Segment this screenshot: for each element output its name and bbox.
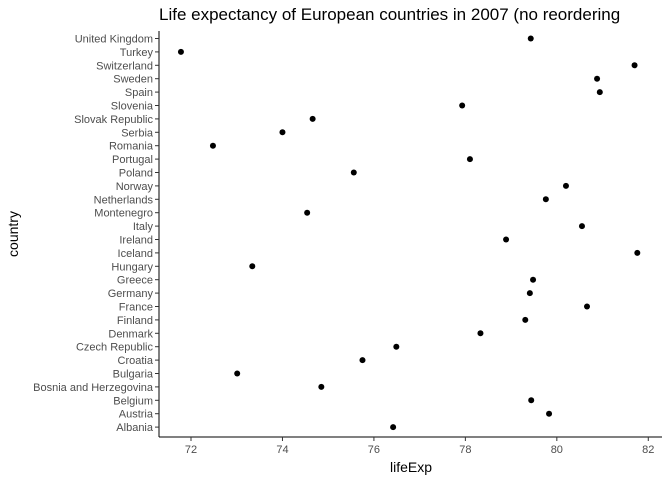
y-tick-label: Sweden — [113, 74, 153, 86]
y-tick-label: United Kingdom — [75, 34, 153, 46]
data-point — [634, 249, 641, 256]
data-point — [526, 290, 533, 297]
y-tick-label: France — [119, 302, 153, 314]
y-tick-label: Bosnia and Herzegovina — [33, 382, 154, 394]
data-point — [530, 276, 537, 283]
data-point — [359, 357, 366, 364]
y-tick-label: Belgium — [113, 395, 153, 407]
y-tick-label: Slovak Republic — [74, 114, 153, 126]
y-tick-label: Serbia — [121, 127, 154, 139]
y-tick-label: Germany — [108, 288, 154, 300]
data-point — [594, 75, 601, 82]
y-tick-label: Austria — [119, 409, 154, 421]
data-point — [546, 410, 553, 417]
x-tick-label: 80 — [551, 444, 563, 456]
data-point — [528, 397, 535, 404]
data-point — [350, 169, 357, 176]
data-point — [631, 62, 638, 69]
data-point — [393, 343, 400, 350]
y-tick-label: Greece — [117, 275, 153, 287]
x-tick-label: 72 — [185, 444, 197, 456]
y-tick-label: Ireland — [119, 235, 153, 247]
data-point — [503, 236, 510, 243]
data-point — [318, 383, 325, 390]
data-point — [459, 102, 466, 109]
y-tick-label: Norway — [116, 181, 154, 193]
data-point — [209, 142, 216, 149]
y-tick-label: Switzerland — [96, 60, 153, 72]
y-tick-label: Finland — [117, 315, 153, 327]
y-tick-label: Iceland — [118, 248, 153, 260]
x-tick-label: 82 — [642, 444, 654, 456]
data-point — [466, 156, 473, 163]
data-point — [596, 89, 603, 96]
y-tick-label: Spain — [125, 87, 153, 99]
data-point — [304, 209, 311, 216]
data-point — [309, 115, 316, 122]
x-axis-title: lifeExp — [390, 459, 432, 475]
y-tick-label: Bulgaria — [113, 369, 154, 381]
data-point — [584, 303, 591, 310]
data-point — [390, 424, 397, 431]
x-tick-label: 78 — [459, 444, 471, 456]
data-point — [542, 196, 549, 203]
data-point — [249, 263, 256, 270]
data-point — [279, 129, 286, 136]
plot-area — [177, 35, 641, 431]
y-tick-label: Romania — [109, 141, 154, 153]
x-tick-label: 76 — [368, 444, 380, 456]
x-axis: 72 74 76 78 80 82 — [159, 436, 662, 456]
y-tick-label: Croatia — [118, 355, 154, 367]
y-tick-label: Hungary — [111, 261, 153, 273]
y-tick-label: Denmark — [108, 328, 153, 340]
y-tick-label: Netherlands — [94, 194, 154, 206]
y-tick-label: Montenegro — [94, 208, 153, 220]
chart-title: Life expectancy of European countries in… — [159, 5, 620, 24]
data-point — [177, 48, 184, 55]
data-point — [527, 35, 534, 42]
y-tick-label: Slovenia — [111, 101, 154, 113]
y-tick-label: Italy — [133, 221, 154, 233]
data-point — [578, 223, 585, 230]
y-axis-title: country — [5, 211, 21, 257]
y-tick-label: Czech Republic — [76, 342, 154, 354]
data-point — [477, 330, 484, 337]
x-tick-label: 74 — [276, 444, 288, 456]
data-point — [562, 182, 569, 189]
y-tick-label: Poland — [119, 168, 153, 180]
y-tick-label: Albania — [116, 422, 154, 434]
data-point — [522, 316, 529, 323]
data-point — [234, 370, 241, 377]
y-tick-label: Portugal — [112, 154, 153, 166]
y-tick-label: Turkey — [120, 47, 154, 59]
